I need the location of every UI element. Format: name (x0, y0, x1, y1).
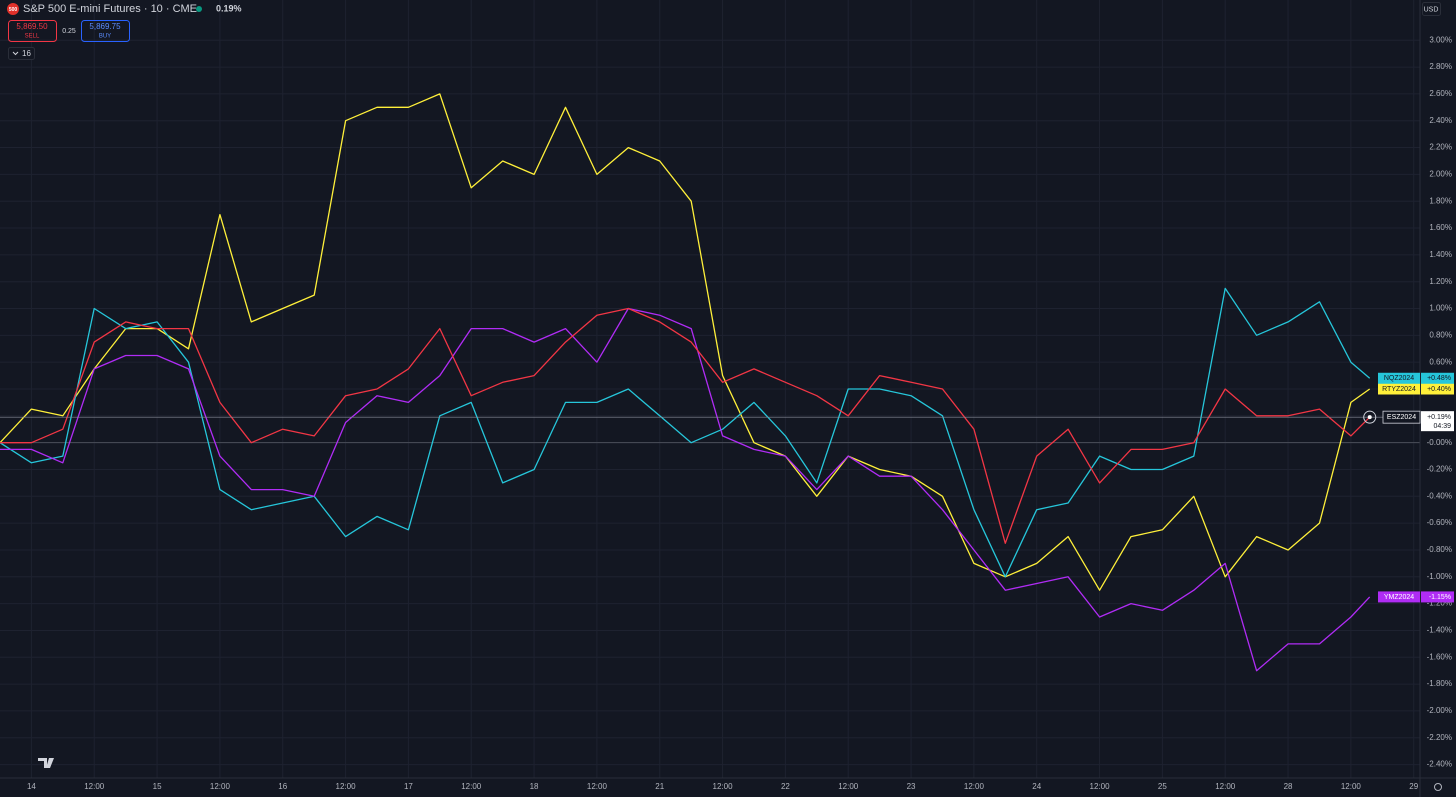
x-tick-label: 12:00 (1215, 782, 1236, 791)
sell-price: 5,869.50 (16, 22, 48, 31)
currency: USD (1424, 6, 1439, 13)
x-tick-label: 23 (907, 782, 916, 791)
change: 0.19% (216, 3, 242, 13)
x-tick-label: 21 (655, 782, 664, 791)
x-tick-label: 12:00 (84, 782, 105, 791)
series-line (0, 307, 1371, 672)
y-tick-label: 1.40% (1429, 250, 1452, 259)
value-badge (1421, 372, 1454, 384)
y-tick-label: -2.00% (1427, 706, 1452, 715)
y-tick-label: 0.60% (1429, 357, 1452, 366)
countdown: 04:39 (1433, 423, 1451, 430)
x-tick-label: 12:00 (587, 782, 608, 791)
y-tick-label: -0.00% (1427, 438, 1452, 447)
x-tick-label: 28 (1284, 782, 1293, 791)
value-badge (1421, 411, 1454, 432)
x-tick-label: 24 (1032, 782, 1041, 791)
y-tick-label: 2.00% (1429, 169, 1452, 178)
symbol-badge-text: NQZ2024 (1384, 375, 1414, 382)
y-tick-label: -1.60% (1427, 652, 1452, 661)
y-tick-label: -1.80% (1427, 679, 1452, 688)
symbol-icon-text: 500 (9, 7, 18, 13)
y-tick-label: -0.20% (1427, 465, 1452, 474)
x-tick-label: 25 (1158, 782, 1167, 791)
symbol-badge (1378, 591, 1420, 603)
y-tick-label: 1.80% (1429, 196, 1452, 205)
indicators-toggle[interactable] (8, 47, 35, 60)
y-tick-label: 2.40% (1429, 116, 1452, 125)
y-tick-label: 2.20% (1429, 143, 1452, 152)
symbol-badge-text: YMZ2024 (1384, 594, 1414, 601)
y-tick-label: -2.40% (1427, 760, 1452, 769)
x-tick-label: 14 (27, 782, 36, 791)
currency-button[interactable] (1422, 2, 1441, 16)
value-badge-text: +0.48% (1427, 375, 1451, 382)
logo (38, 758, 54, 768)
series-line (0, 93, 1371, 591)
value-badge (1421, 591, 1454, 603)
x-tick-label: 12:00 (1341, 782, 1362, 791)
last-point-dot (1367, 415, 1372, 420)
x-tick-label: 17 (404, 782, 413, 791)
y-tick-label: -0.60% (1427, 518, 1452, 527)
x-tick-label: 12:00 (838, 782, 859, 791)
buy-price: 5,869.75 (89, 22, 121, 31)
x-tick-label: 22 (781, 782, 790, 791)
y-tick-label: 1.60% (1429, 223, 1452, 232)
y-tick-label: 1.20% (1429, 277, 1452, 286)
x-tick-label: 12:00 (964, 782, 985, 791)
buy-button[interactable] (81, 20, 130, 42)
symbol-badge (1382, 410, 1421, 424)
value-badge-text: +0.40% (1427, 386, 1451, 393)
symbol-title[interactable]: S&P 500 E-mini Futures · 10 · CME (23, 3, 197, 15)
x-tick-label: 12:00 (1090, 782, 1111, 791)
sell-label: SELL (25, 34, 40, 40)
chevron (12, 51, 19, 56)
series-line (0, 287, 1371, 578)
x-tick-label: 16 (278, 782, 287, 791)
y-tick-label: -1.20% (1427, 599, 1452, 608)
y-tick-label: 1.00% (1429, 304, 1452, 313)
y-tick-label: -0.80% (1427, 545, 1452, 554)
x-tick-label: 15 (153, 782, 162, 791)
y-tick-label: 3.00% (1429, 35, 1452, 44)
y-tick-label: -2.20% (1427, 733, 1452, 742)
value-badge (1421, 383, 1454, 395)
indicators-count: 16 (22, 49, 31, 58)
x-tick-label: 12:00 (713, 782, 734, 791)
symbol-badge (1378, 383, 1420, 395)
x-tick-label: 12:00 (210, 782, 231, 791)
y-tick-label: -1.40% (1427, 626, 1452, 635)
symbol-icon (7, 3, 19, 15)
symbol-badge-text: RTYZ2024 (1382, 386, 1416, 393)
value-badge-text: -1.15% (1429, 594, 1451, 601)
y-tick-label: -1.00% (1427, 572, 1452, 581)
y-tick-label: -0.40% (1427, 491, 1452, 500)
settings-button[interactable] (1434, 783, 1442, 791)
x-tick-label: 18 (530, 782, 539, 791)
value-badge-text: +0.19% (1427, 414, 1451, 421)
y-tick-label: 2.80% (1429, 62, 1452, 71)
x-tick-label: 29 (1409, 782, 1418, 791)
series-line (0, 307, 1371, 544)
spread: 0.25 (62, 28, 76, 35)
buy-label: BUY (99, 34, 111, 40)
y-tick-label: 2.60% (1429, 89, 1452, 98)
last-point (1363, 410, 1377, 424)
symbol-badge (1378, 372, 1420, 384)
x-tick-label: 12:00 (336, 782, 357, 791)
sell-button[interactable] (8, 20, 57, 42)
x-tick-label: 12:00 (461, 782, 482, 791)
market-status (196, 6, 202, 12)
y-tick-label: 0.80% (1429, 330, 1452, 339)
symbol-badge-text: ESZ2024 (1387, 414, 1416, 421)
